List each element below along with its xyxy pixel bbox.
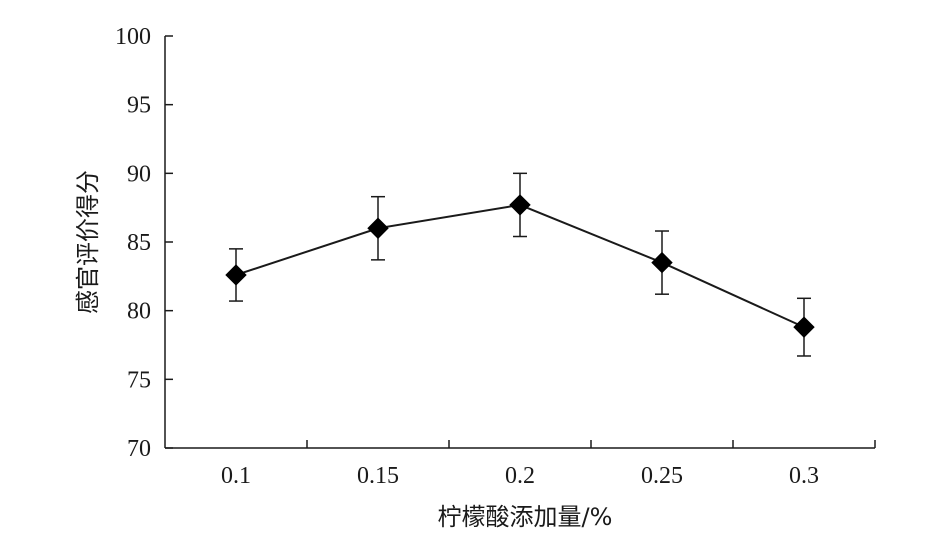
y-tick-label: 80: [127, 299, 151, 325]
y-tick-label: 85: [127, 230, 151, 256]
y-tick-label: 75: [127, 367, 151, 393]
data-point-marker: [651, 251, 673, 274]
y-tick-label: 100: [115, 24, 151, 50]
x-tick-label: 0.2: [505, 463, 535, 489]
x-ticks: 0.1 0.15 0.2 0.25 0.3: [221, 440, 876, 489]
x-tick-label: 0.1: [221, 463, 251, 489]
data-point-marker: [225, 264, 247, 286]
y-tick-label: 95: [127, 93, 151, 119]
data-point-marker: [509, 194, 531, 216]
y-axis-label: 感官评价得分: [74, 170, 102, 314]
axes: [164, 36, 875, 449]
x-axis-label: 柠檬酸添加量/%: [438, 503, 613, 531]
series-group: [225, 172, 815, 357]
y-tick-label: 70: [127, 436, 151, 462]
x-tick-label: 0.25: [641, 463, 683, 489]
y-tick-label: 90: [127, 161, 151, 187]
x-tick-label: 0.15: [357, 463, 399, 489]
x-tick-label: 0.3: [789, 463, 819, 489]
y-ticks: 70 75 80 85 90 95 100: [115, 24, 173, 462]
data-point-marker: [793, 316, 815, 338]
data-point-marker: [367, 217, 389, 239]
